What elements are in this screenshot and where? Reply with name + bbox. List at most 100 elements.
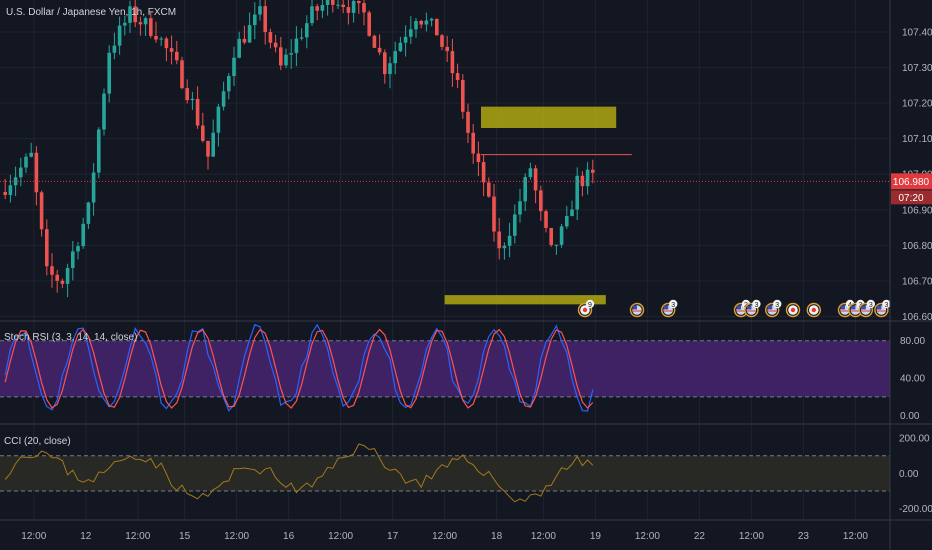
price-tick-label: 106.600 [902, 312, 932, 323]
event-markers[interactable]: 932334333 [577, 299, 891, 318]
candle-body [570, 209, 574, 217]
candle-body [263, 6, 267, 33]
event-flag-us-icon[interactable]: 3 [765, 299, 782, 318]
candle-body [24, 156, 28, 168]
flag-canton [736, 305, 741, 310]
candle-body [575, 175, 579, 210]
cci-tick-label: 200.00 [899, 434, 930, 445]
time-tick-label: 12:00 [843, 531, 868, 542]
time-tick-label: 12 [80, 531, 92, 542]
candle-body [331, 0, 335, 5]
candle-body [518, 201, 522, 215]
candle [45, 219, 49, 276]
candle-body [372, 35, 377, 48]
candle-body [445, 46, 449, 52]
price-tick-label: 107.100 [902, 134, 932, 145]
candle-body [346, 7, 351, 13]
price-tick-label: 107.200 [902, 99, 932, 110]
candle-body [258, 6, 262, 15]
candle-body [289, 53, 293, 55]
time-tick-label: 12:00 [739, 531, 764, 542]
candle [357, 0, 361, 14]
time-tick-label: 12:00 [635, 531, 660, 542]
event-flag-target-icon[interactable] [785, 302, 801, 318]
event-flag-us-icon[interactable]: 3 [858, 299, 875, 318]
candle [185, 79, 189, 104]
candle [445, 35, 449, 62]
candle [206, 140, 210, 170]
flag-canton [876, 305, 882, 310]
candle-body [471, 132, 475, 154]
candle-body [149, 18, 153, 36]
candle [24, 153, 28, 173]
event-flag-us-icon[interactable]: 3 [874, 299, 891, 318]
time-tick-label: 12:00 [328, 531, 353, 542]
event-count-badge [866, 299, 875, 309]
candle [258, 0, 262, 21]
candle [71, 241, 75, 281]
candle [34, 146, 39, 206]
candle [393, 41, 397, 75]
candle-body [393, 51, 397, 64]
candle-body [377, 47, 382, 53]
candle [50, 253, 54, 288]
candle-body [107, 52, 111, 94]
candle [388, 56, 392, 89]
candle-body [284, 54, 288, 66]
candle [367, 10, 371, 37]
candle [211, 119, 215, 157]
stoch-tick-label: 80.00 [900, 336, 925, 347]
candle [346, 0, 351, 25]
candle [180, 56, 184, 90]
stoch-tick-label: 40.00 [900, 374, 925, 385]
event-flag-us-icon[interactable] [629, 302, 645, 318]
candle [253, 2, 257, 40]
candle-body [539, 190, 543, 212]
candle [461, 74, 465, 119]
time-tick-label: 12:00 [224, 531, 249, 542]
event-flag-target-icon[interactable] [806, 302, 821, 318]
countdown-label: 07:20 [898, 193, 923, 204]
candle-body [565, 216, 569, 227]
event-flag-target-icon[interactable]: 9 [577, 299, 595, 318]
candle [237, 31, 241, 59]
candle [424, 12, 429, 32]
cci-line [4, 443, 594, 503]
candle [195, 86, 200, 129]
candle [383, 49, 387, 84]
candle [565, 206, 569, 229]
candle [247, 12, 252, 44]
candle-body [232, 57, 236, 77]
candle [487, 177, 491, 198]
candle [481, 155, 486, 197]
time-tick-label: 12:00 [432, 531, 457, 542]
candle [86, 201, 91, 230]
event-flag-us-icon[interactable]: 3 [744, 299, 761, 318]
stoch-title: Stoch RSI (3, 3, 14, 14, close) [4, 332, 137, 343]
candle-body [424, 20, 429, 25]
candle-body [367, 12, 371, 36]
candle [289, 39, 293, 69]
candle [279, 36, 283, 71]
candle [372, 34, 377, 48]
candle-body [97, 129, 101, 173]
candle [55, 270, 59, 293]
candle-body [117, 25, 122, 46]
candle [164, 36, 169, 62]
flag-canton [850, 305, 856, 310]
candle-body [591, 169, 595, 173]
candle-body [154, 35, 158, 40]
event-count-badge [882, 299, 891, 309]
candle-body [549, 227, 553, 245]
candle [169, 35, 174, 65]
candle-body [195, 98, 200, 126]
candle [299, 28, 304, 41]
candle [440, 33, 444, 51]
candle [91, 163, 96, 216]
candle [528, 162, 533, 180]
countdown-tag [891, 190, 932, 205]
event-flag-us-icon[interactable]: 3 [661, 299, 678, 318]
candle [175, 41, 179, 65]
candle-body [180, 60, 184, 89]
